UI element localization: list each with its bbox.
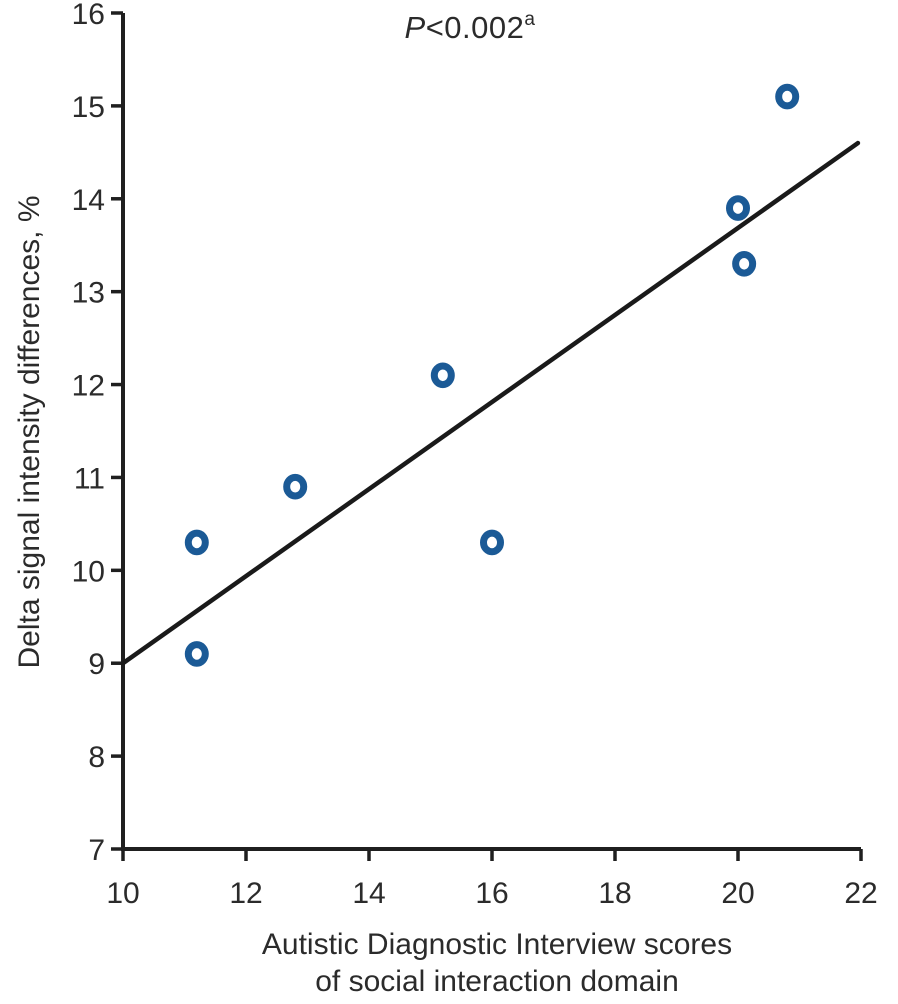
x-tick-label: 18 xyxy=(598,877,631,910)
x-tick-label: 20 xyxy=(721,877,754,910)
axes-lines xyxy=(121,13,861,851)
y-tick-label: 7 xyxy=(88,834,105,867)
x-axis-title-line2: of social interaction domain xyxy=(315,965,679,998)
y-tick-label: 10 xyxy=(72,555,105,588)
y-tick-label: 8 xyxy=(88,741,105,774)
data-point xyxy=(480,529,504,556)
p-value-text: <0.002 xyxy=(425,10,525,45)
y-tick-label: 14 xyxy=(72,184,105,217)
y-tick-label: 15 xyxy=(72,91,105,124)
y-tick-label: 11 xyxy=(74,462,105,495)
p-value-symbol: P xyxy=(404,10,426,45)
data-point xyxy=(184,529,209,556)
data-point xyxy=(732,250,757,277)
x-axis-title: Autistic Diagnostic Interview scores of … xyxy=(147,926,847,1000)
y-tick-label: 12 xyxy=(72,370,105,403)
y-tick-label: 13 xyxy=(72,277,105,310)
x-axis-title-line1: Autistic Diagnostic Interview scores xyxy=(261,928,733,961)
y-tick-label: 9 xyxy=(88,648,105,681)
data-point xyxy=(775,83,800,110)
x-tick-label: 14 xyxy=(352,877,385,910)
y-tick-label: 16 xyxy=(72,0,105,31)
data-point xyxy=(430,362,455,389)
data-point xyxy=(283,473,308,500)
x-tick-label: 10 xyxy=(106,877,139,910)
x-tick-label: 12 xyxy=(229,877,262,910)
x-tick-label: 22 xyxy=(844,877,877,910)
p-value-annotation: P<0.002a xyxy=(320,10,620,46)
regression-line xyxy=(120,140,861,666)
x-tick-label: 16 xyxy=(475,877,508,910)
p-value-superscript: a xyxy=(524,9,536,30)
data-point xyxy=(726,195,750,221)
data-point xyxy=(184,641,209,667)
